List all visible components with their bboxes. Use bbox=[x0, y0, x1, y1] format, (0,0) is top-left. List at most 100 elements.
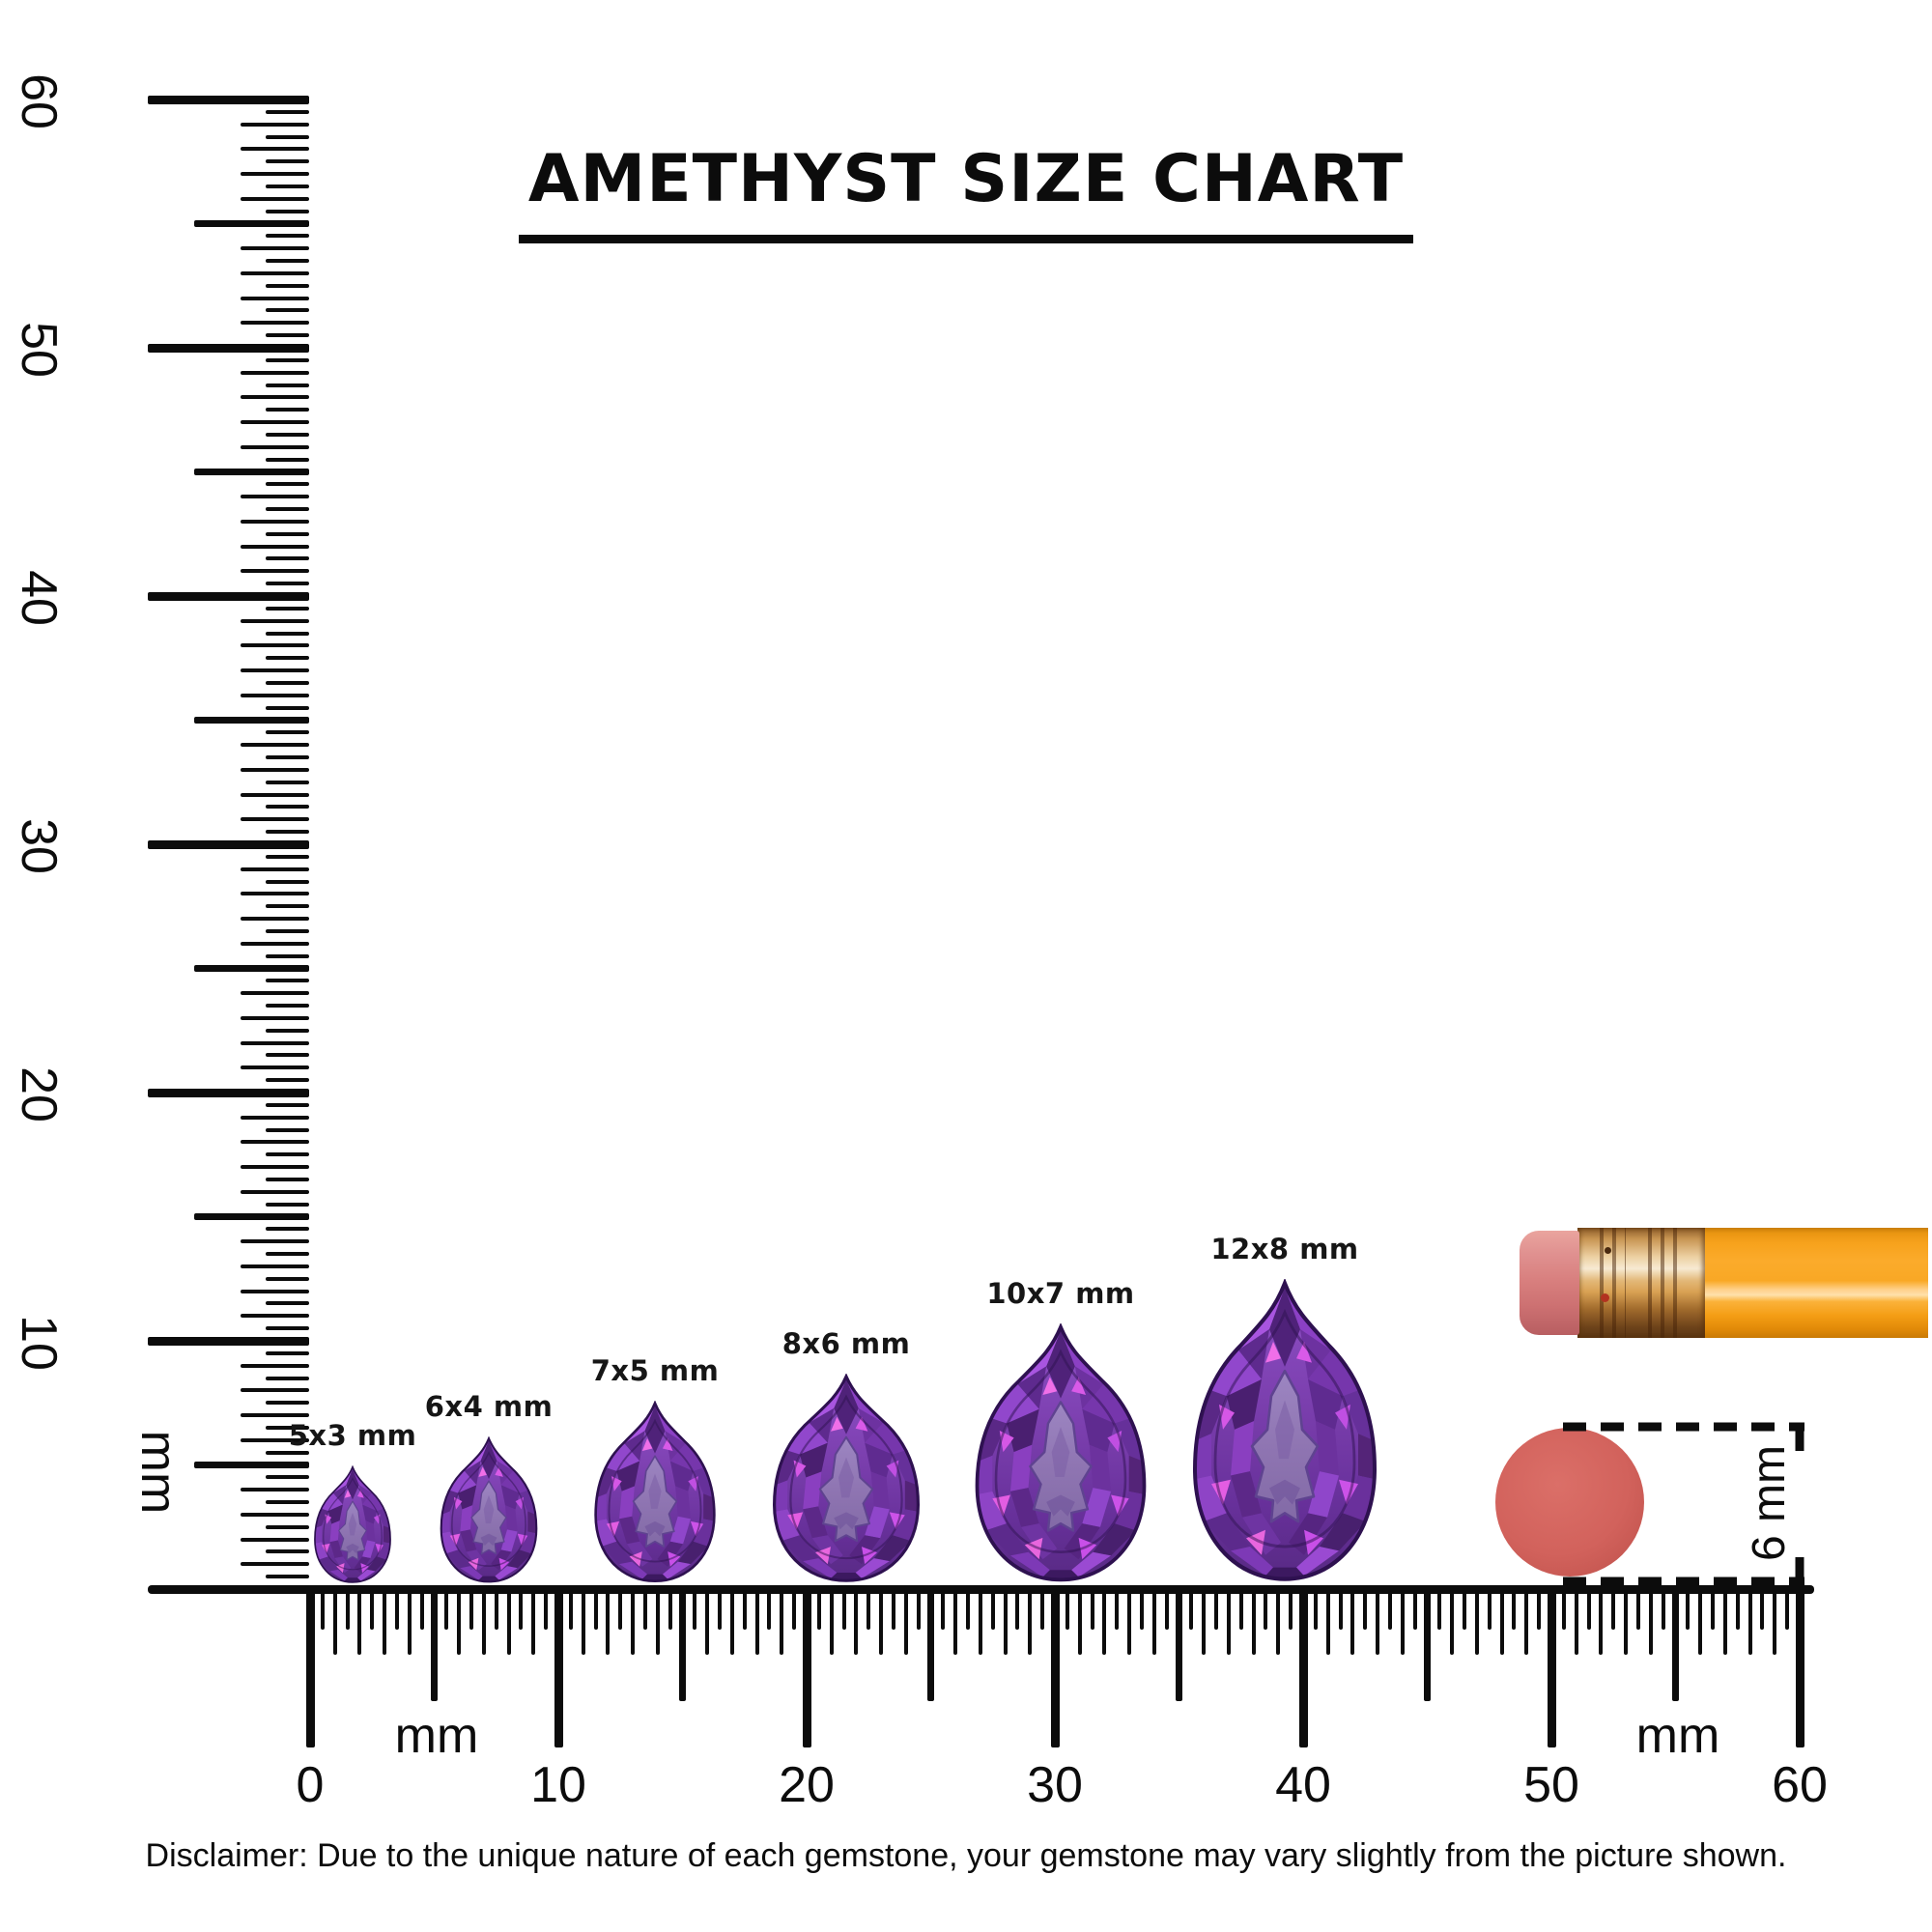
pencil-body bbox=[1705, 1228, 1928, 1338]
ruler-tick bbox=[1151, 1586, 1156, 1655]
ruler-number: 50 bbox=[1523, 1757, 1579, 1813]
ruler-tick bbox=[241, 296, 309, 300]
ruler-tick bbox=[1648, 1586, 1653, 1655]
ruler-tick bbox=[1276, 1586, 1281, 1655]
ruler-tick bbox=[1711, 1586, 1716, 1630]
ruler-number: 20 bbox=[11, 1066, 67, 1122]
title-row: AMETHYST SIZE CHART bbox=[0, 141, 1932, 243]
ruler-tick bbox=[241, 1512, 309, 1517]
ruler-tick bbox=[705, 1586, 710, 1655]
ruler-tick bbox=[266, 234, 309, 239]
page-title: AMETHYST SIZE CHART bbox=[518, 141, 1414, 243]
ruler-tick bbox=[241, 1015, 309, 1020]
ruler-tick bbox=[266, 680, 309, 685]
ruler-tick bbox=[266, 333, 309, 338]
ruler-tick bbox=[241, 122, 309, 127]
ruler-tick bbox=[941, 1586, 946, 1630]
ruler-tick bbox=[903, 1586, 908, 1655]
ruler-tick bbox=[481, 1586, 486, 1655]
ruler-number: 30 bbox=[11, 818, 67, 874]
ruler-tick bbox=[1189, 1586, 1194, 1630]
ruler-tick bbox=[241, 1537, 309, 1542]
ruler-tick bbox=[266, 780, 309, 784]
ruler-tick bbox=[1412, 1586, 1417, 1630]
ruler-tick bbox=[1424, 1586, 1431, 1701]
ruler-tick bbox=[241, 817, 309, 822]
ruler-tick bbox=[241, 917, 309, 922]
ruler-tick bbox=[241, 1239, 309, 1244]
ruler-tick bbox=[241, 743, 309, 748]
ruler-tick bbox=[383, 1586, 387, 1655]
ruler-tick bbox=[148, 591, 309, 601]
ruler-tick bbox=[266, 1401, 309, 1406]
ruler-tick bbox=[266, 631, 309, 636]
pencil bbox=[1520, 1228, 1928, 1338]
ruler-tick bbox=[241, 495, 309, 499]
ruler-tick bbox=[1325, 1586, 1330, 1655]
ruler-tick bbox=[829, 1586, 834, 1655]
ruler-tick bbox=[266, 308, 309, 313]
ruler-tick bbox=[241, 1363, 309, 1368]
ruler-tick bbox=[266, 928, 309, 933]
ruler-tick bbox=[241, 991, 309, 996]
ruler-number: 10 bbox=[530, 1757, 586, 1813]
disclaimer-text: Disclaimer: Due to the unique nature of … bbox=[145, 1837, 1787, 1874]
ruler-tick bbox=[1735, 1586, 1740, 1630]
ruler-tick bbox=[867, 1586, 871, 1630]
ruler-tick bbox=[1400, 1586, 1405, 1655]
ruler-tick bbox=[816, 1586, 821, 1630]
ruler-tick bbox=[1313, 1586, 1318, 1630]
ruler-tick bbox=[879, 1586, 884, 1655]
ruler-tick bbox=[148, 343, 309, 353]
ruler-tick bbox=[266, 457, 309, 462]
ruler-tick bbox=[241, 1562, 309, 1567]
ruler-tick bbox=[241, 767, 309, 772]
ruler-tick bbox=[266, 830, 309, 835]
ruler-tick bbox=[266, 1425, 309, 1430]
ruler-tick bbox=[266, 1450, 309, 1455]
ruler-tick bbox=[194, 220, 309, 227]
ruler-tick bbox=[148, 95, 309, 104]
ruler-tick bbox=[266, 159, 309, 164]
ruler-tick bbox=[642, 1586, 647, 1630]
ruler-tick bbox=[1127, 1586, 1132, 1655]
ruler-tick bbox=[1561, 1586, 1566, 1630]
ruler-tick bbox=[241, 569, 309, 574]
ruler-tick bbox=[266, 134, 309, 139]
ruler-tick bbox=[266, 1549, 309, 1554]
ruler-tick bbox=[241, 1488, 309, 1492]
ruler-number: 10 bbox=[11, 1315, 67, 1371]
ruler-tick bbox=[241, 1115, 309, 1120]
ruler-tick bbox=[506, 1586, 511, 1655]
pencil-ferrule-dot bbox=[1605, 1247, 1611, 1254]
ruler-tick bbox=[320, 1586, 325, 1630]
ruler-tick bbox=[148, 1088, 309, 1097]
ruler-number: 60 bbox=[1772, 1757, 1828, 1813]
ruler-tick bbox=[241, 618, 309, 623]
ruler-tick bbox=[1524, 1586, 1529, 1655]
ruler-tick bbox=[370, 1586, 375, 1630]
ruler-tick bbox=[266, 805, 309, 810]
ruler-tick bbox=[729, 1586, 734, 1655]
ruler-tick bbox=[266, 507, 309, 512]
ruler-tick bbox=[1635, 1586, 1640, 1630]
ruler-tick bbox=[1437, 1586, 1442, 1630]
gem-7x5 bbox=[591, 1401, 719, 1584]
ruler-tick bbox=[754, 1586, 759, 1655]
ruler-tick bbox=[266, 755, 309, 760]
ruler-tick bbox=[266, 556, 309, 561]
ruler-tick bbox=[1599, 1586, 1604, 1655]
ruler-tick bbox=[631, 1586, 636, 1655]
horizontal-ruler-unit-label-left: mm bbox=[394, 1708, 479, 1764]
ruler-tick bbox=[990, 1586, 995, 1630]
ruler-tick bbox=[241, 792, 309, 797]
ruler-tick bbox=[1028, 1586, 1033, 1655]
ruler-tick bbox=[266, 1227, 309, 1232]
ruler-tick bbox=[927, 1586, 934, 1701]
ruler-tick bbox=[1003, 1586, 1008, 1655]
ruler-tick bbox=[194, 1462, 309, 1468]
ruler-tick bbox=[1747, 1586, 1752, 1655]
ruler-tick bbox=[241, 270, 309, 275]
ruler-tick bbox=[241, 1140, 309, 1145]
